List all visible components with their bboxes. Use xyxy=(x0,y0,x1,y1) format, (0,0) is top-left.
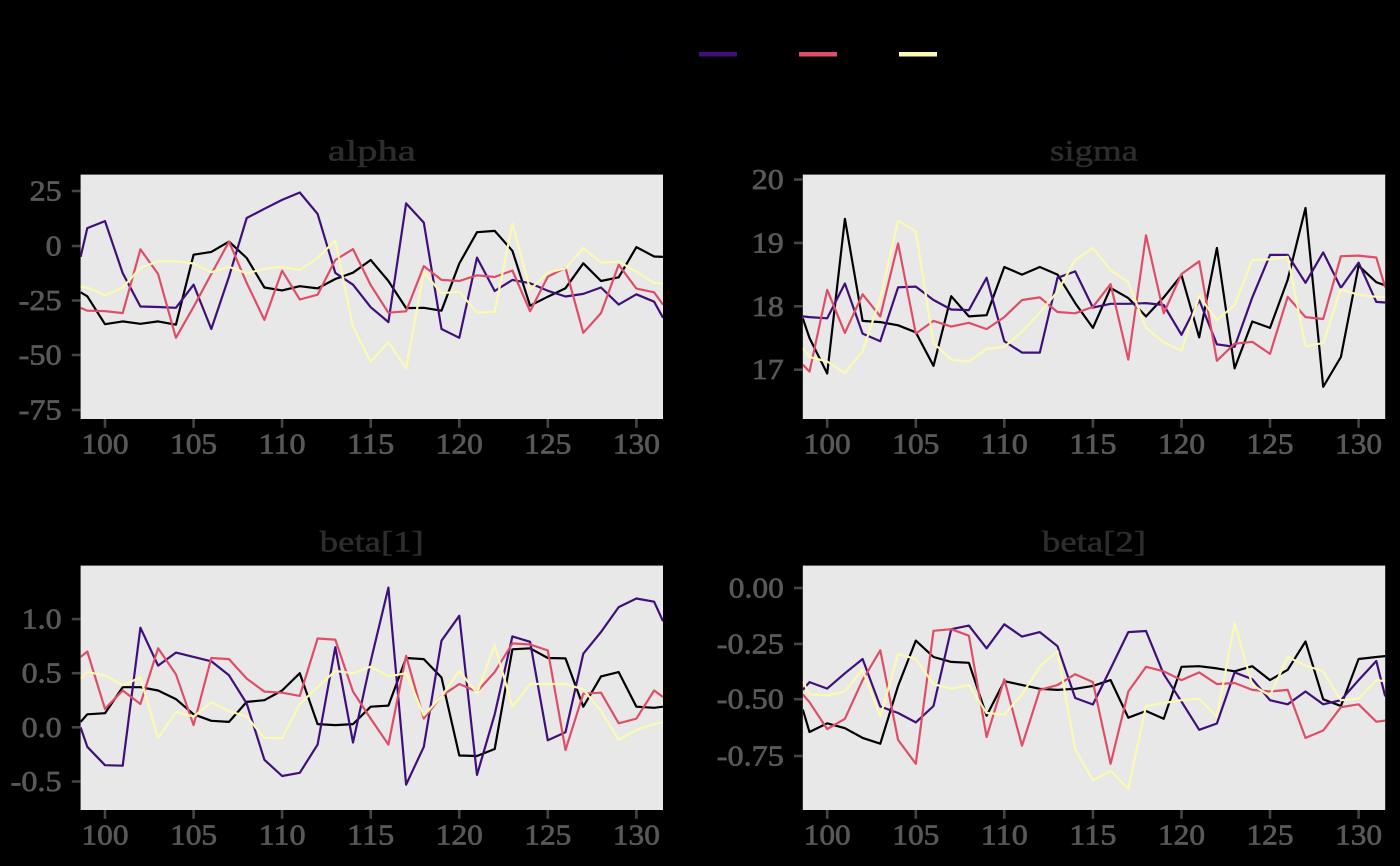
svg-text:-75: -75 xyxy=(19,395,62,427)
svg-text:130: 130 xyxy=(1335,820,1382,852)
svg-text:105: 105 xyxy=(892,429,939,461)
svg-text:-0.25: -0.25 xyxy=(717,628,784,660)
svg-text:25: 25 xyxy=(30,176,62,208)
svg-text:120: 120 xyxy=(1158,820,1205,852)
svg-text:-0.75: -0.75 xyxy=(717,741,784,773)
svg-text:115: 115 xyxy=(347,429,394,461)
svg-text:105: 105 xyxy=(170,429,217,461)
svg-text:130: 130 xyxy=(613,820,660,852)
svg-text:-50: -50 xyxy=(19,340,62,372)
svg-text:120: 120 xyxy=(436,429,483,461)
svg-text:beta[1]: beta[1] xyxy=(320,526,424,559)
svg-text:-0.50: -0.50 xyxy=(717,684,784,716)
svg-text:20: 20 xyxy=(752,164,784,196)
svg-text:17: 17 xyxy=(752,354,784,386)
svg-text:130: 130 xyxy=(1335,429,1382,461)
svg-text:1.0: 1.0 xyxy=(22,604,62,636)
svg-text:100: 100 xyxy=(82,820,129,852)
svg-text:125: 125 xyxy=(524,429,571,461)
svg-text:-0.5: -0.5 xyxy=(11,766,62,798)
svg-text:115: 115 xyxy=(1069,429,1116,461)
svg-text:0.0: 0.0 xyxy=(22,712,62,744)
svg-text:alpha: alpha xyxy=(328,135,416,168)
svg-text:125: 125 xyxy=(1247,820,1294,852)
svg-text:100: 100 xyxy=(82,429,129,461)
svg-text:110: 110 xyxy=(981,820,1028,852)
svg-text:115: 115 xyxy=(347,820,394,852)
svg-text:125: 125 xyxy=(524,820,571,852)
svg-text:beta[2]: beta[2] xyxy=(1042,526,1146,559)
svg-text:115: 115 xyxy=(1069,820,1116,852)
svg-text:105: 105 xyxy=(892,820,939,852)
svg-text:18: 18 xyxy=(752,291,784,323)
svg-text:-25: -25 xyxy=(19,285,62,317)
svg-text:105: 105 xyxy=(170,820,217,852)
svg-text:0: 0 xyxy=(46,231,62,263)
svg-text:0.00: 0.00 xyxy=(729,573,784,605)
svg-text:100: 100 xyxy=(804,820,851,852)
svg-text:120: 120 xyxy=(1158,429,1205,461)
svg-text:110: 110 xyxy=(259,820,306,852)
svg-text:100: 100 xyxy=(804,429,851,461)
svg-text:125: 125 xyxy=(1247,429,1294,461)
svg-text:110: 110 xyxy=(981,429,1028,461)
svg-text:110: 110 xyxy=(259,429,306,461)
svg-text:120: 120 xyxy=(436,820,483,852)
svg-text:0.5: 0.5 xyxy=(22,658,62,690)
svg-text:130: 130 xyxy=(613,429,660,461)
svg-text:19: 19 xyxy=(752,227,784,259)
svg-text:sigma: sigma xyxy=(1050,135,1138,168)
